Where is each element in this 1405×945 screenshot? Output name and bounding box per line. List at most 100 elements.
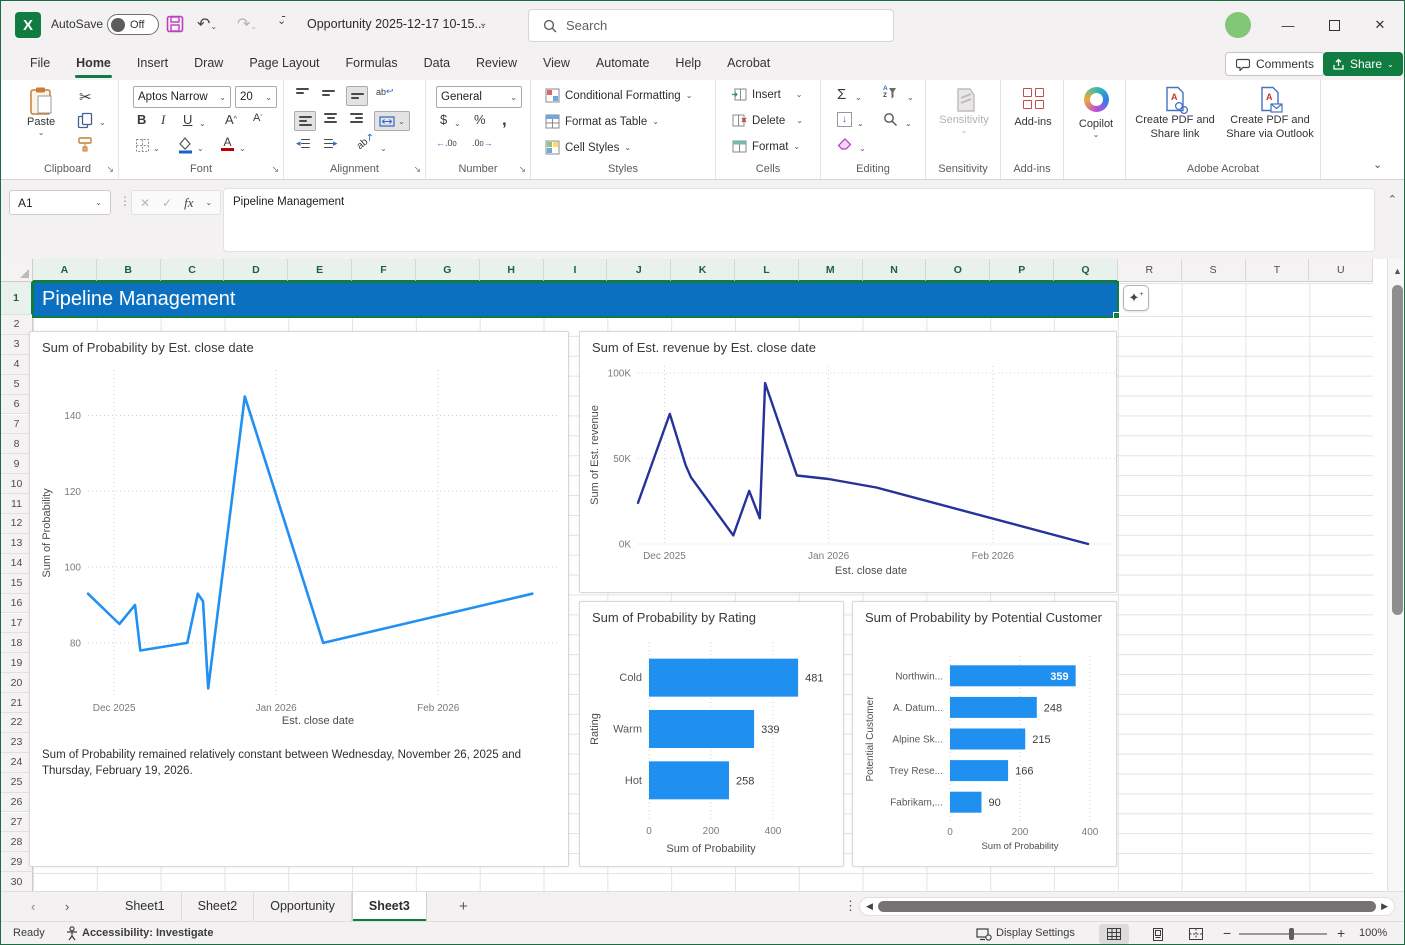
sheet-tab-sheet3[interactable]: Sheet3 [352, 892, 427, 922]
formula-bar-collapse-icon[interactable]: ⌃ [1388, 193, 1397, 206]
vertical-scroll-thumb[interactable] [1392, 285, 1403, 615]
normal-view-button[interactable] [1099, 924, 1129, 944]
clear-chevron-icon[interactable]: ⌄ [859, 144, 866, 153]
orientation-chevron-icon[interactable]: ⌄ [380, 144, 387, 153]
column-header-b[interactable]: B [97, 259, 161, 282]
customize-qat-icon[interactable]: ⌄̄ [277, 14, 286, 27]
column-header-o[interactable]: O [926, 259, 990, 282]
insert-function-icon[interactable]: fx [184, 195, 193, 211]
column-header-a[interactable]: A [33, 259, 97, 282]
fill-color-button[interactable] [177, 136, 194, 154]
conditional-formatting-button[interactable]: Conditional Formatting ⌄ [545, 88, 692, 103]
zoom-level[interactable]: 100% [1359, 927, 1387, 939]
scroll-up-icon[interactable]: ▲ [1393, 266, 1402, 276]
tab-acrobat[interactable]: Acrobat [714, 49, 783, 80]
column-header-l[interactable]: L [735, 259, 799, 282]
column-header-q[interactable]: Q [1054, 259, 1118, 282]
autosave-toggle[interactable]: Off [107, 14, 159, 35]
format-cells-button[interactable]: Format ⌄ [732, 140, 800, 153]
comma-button[interactable]: , [502, 110, 507, 130]
sheet-tab-opportunity[interactable]: Opportunity [254, 892, 352, 922]
find-chevron-icon[interactable]: ⌄ [905, 119, 912, 128]
tabbar-kebab-icon[interactable]: ⋮ [844, 898, 857, 914]
italic-button[interactable]: I [161, 112, 165, 128]
create-pdf-outlook-button[interactable]: A Create PDF and Share via Outlook [1224, 86, 1316, 142]
bold-button[interactable]: B [137, 112, 146, 127]
column-header-i[interactable]: I [544, 259, 608, 282]
tab-view[interactable]: View [530, 49, 583, 80]
chart-2-sum-of-est-revenue-by-est-close-date[interactable]: Sum of Est. revenue by Est. close dateDe… [579, 331, 1117, 593]
align-bottom-button[interactable] [346, 86, 368, 106]
currency-button[interactable]: $ [440, 112, 447, 127]
format-painter-button[interactable] [77, 136, 94, 153]
zoom-slider-track[interactable] [1239, 933, 1327, 935]
column-header-t[interactable]: T [1246, 259, 1310, 282]
cell-a1-title[interactable]: Pipeline Management [34, 283, 1117, 316]
clear-button[interactable] [837, 138, 853, 151]
decrease-decimal-button[interactable]: .0 0 → [472, 138, 493, 148]
undo-button[interactable]: ↶⌄ [197, 14, 217, 34]
clipboard-dialog-launcher[interactable]: ↘ [106, 164, 114, 175]
number-dialog-launcher[interactable]: ↘ [518, 164, 526, 175]
user-avatar[interactable] [1225, 12, 1251, 38]
increase-decimal-button[interactable]: ← .0 0 [436, 138, 457, 148]
comments-button[interactable]: Comments [1225, 52, 1325, 76]
share-button[interactable]: Share ⌄ [1323, 52, 1403, 76]
scroll-right-icon[interactable]: ▶ [1381, 901, 1388, 912]
create-pdf-share-link-button[interactable]: A Create PDF and Share link [1130, 86, 1220, 142]
tab-review[interactable]: Review [463, 49, 530, 80]
column-header-u[interactable]: U [1309, 259, 1373, 282]
sheet-tab-sheet2[interactable]: Sheet2 [182, 892, 255, 922]
tab-draw[interactable]: Draw [181, 49, 236, 80]
select-all-corner[interactable] [1, 259, 33, 282]
column-header-f[interactable]: F [352, 259, 416, 282]
tab-help[interactable]: Help [662, 49, 714, 80]
increase-font-button[interactable]: A ^ [225, 112, 237, 127]
doc-title-chevron-icon[interactable]: ⌄ [479, 18, 487, 29]
tab-formulas[interactable]: Formulas [333, 49, 411, 80]
tab-insert[interactable]: Insert [124, 49, 181, 80]
tab-home[interactable]: Home [63, 49, 124, 80]
borders-button[interactable] [135, 138, 150, 153]
cut-button[interactable]: ✂ [79, 88, 92, 106]
chart-3-sum-of-probability-by-rating[interactable]: Sum of Probability by Rating0200400Cold4… [579, 601, 844, 867]
tab-file[interactable]: File [17, 49, 63, 80]
confirm-entry-icon[interactable]: ✓ [162, 196, 172, 210]
redo-button[interactable]: ↷⌄ [237, 14, 257, 34]
horizontal-scroll-thumb[interactable] [878, 901, 1376, 912]
insert-cells-button[interactable]: Insert ⌄ [732, 88, 802, 101]
column-header-h[interactable]: H [480, 259, 544, 282]
alignment-dialog-launcher[interactable]: ↘ [413, 164, 421, 175]
column-header-e[interactable]: E [288, 259, 352, 282]
autosum-button[interactable]: Σ [837, 86, 846, 103]
accessibility-status[interactable]: Accessibility: Investigate [82, 927, 213, 939]
column-header-m[interactable]: M [799, 259, 863, 282]
copy-button[interactable] [77, 112, 94, 129]
paste-button[interactable]: Paste ⌄ [27, 86, 55, 137]
vertical-scrollbar[interactable]: ▲ [1387, 259, 1405, 891]
document-title[interactable]: Opportunity 2025-12-17 10-15... [307, 17, 485, 31]
search-input[interactable]: Search [528, 9, 894, 42]
column-header-g[interactable]: G [416, 259, 480, 282]
copilot-button[interactable]: Copilot ⌄ [1074, 87, 1118, 139]
font-color-chevron-icon[interactable]: ⌄ [239, 144, 246, 153]
save-icon[interactable] [166, 15, 184, 33]
chart-1-sum-of-probability-by-est-close-date[interactable]: Sum of Probability by Est. close dateDec… [29, 331, 569, 867]
sheet-tab-sheet1[interactable]: Sheet1 [109, 892, 182, 922]
minimize-button[interactable]: — [1273, 11, 1303, 39]
prev-sheet-icon[interactable]: ‹ [31, 899, 35, 914]
quick-analysis-sparkle-button[interactable]: ✦ + [1123, 285, 1149, 311]
chart-4-sum-of-probability-by-potential-customer[interactable]: Sum of Probability by Potential Customer… [852, 601, 1117, 867]
fill-chevron-icon[interactable]: ⌄ [857, 119, 864, 128]
sort-filter-chevron-icon[interactable]: ⌄ [907, 93, 914, 102]
copy-chevron-icon[interactable]: ⌄ [99, 118, 106, 127]
align-right-button[interactable] [350, 113, 363, 123]
autosum-chevron-icon[interactable]: ⌄ [855, 93, 862, 102]
tab-data[interactable]: Data [411, 49, 463, 80]
column-header-k[interactable]: K [671, 259, 735, 282]
column-header-n[interactable]: N [863, 259, 927, 282]
scroll-left-icon[interactable]: ◀ [866, 901, 873, 912]
cell-styles-button[interactable]: Cell Styles ⌄ [545, 140, 631, 155]
font-dialog-launcher[interactable]: ↘ [271, 164, 279, 175]
borders-chevron-icon[interactable]: ⌄ [153, 144, 160, 153]
